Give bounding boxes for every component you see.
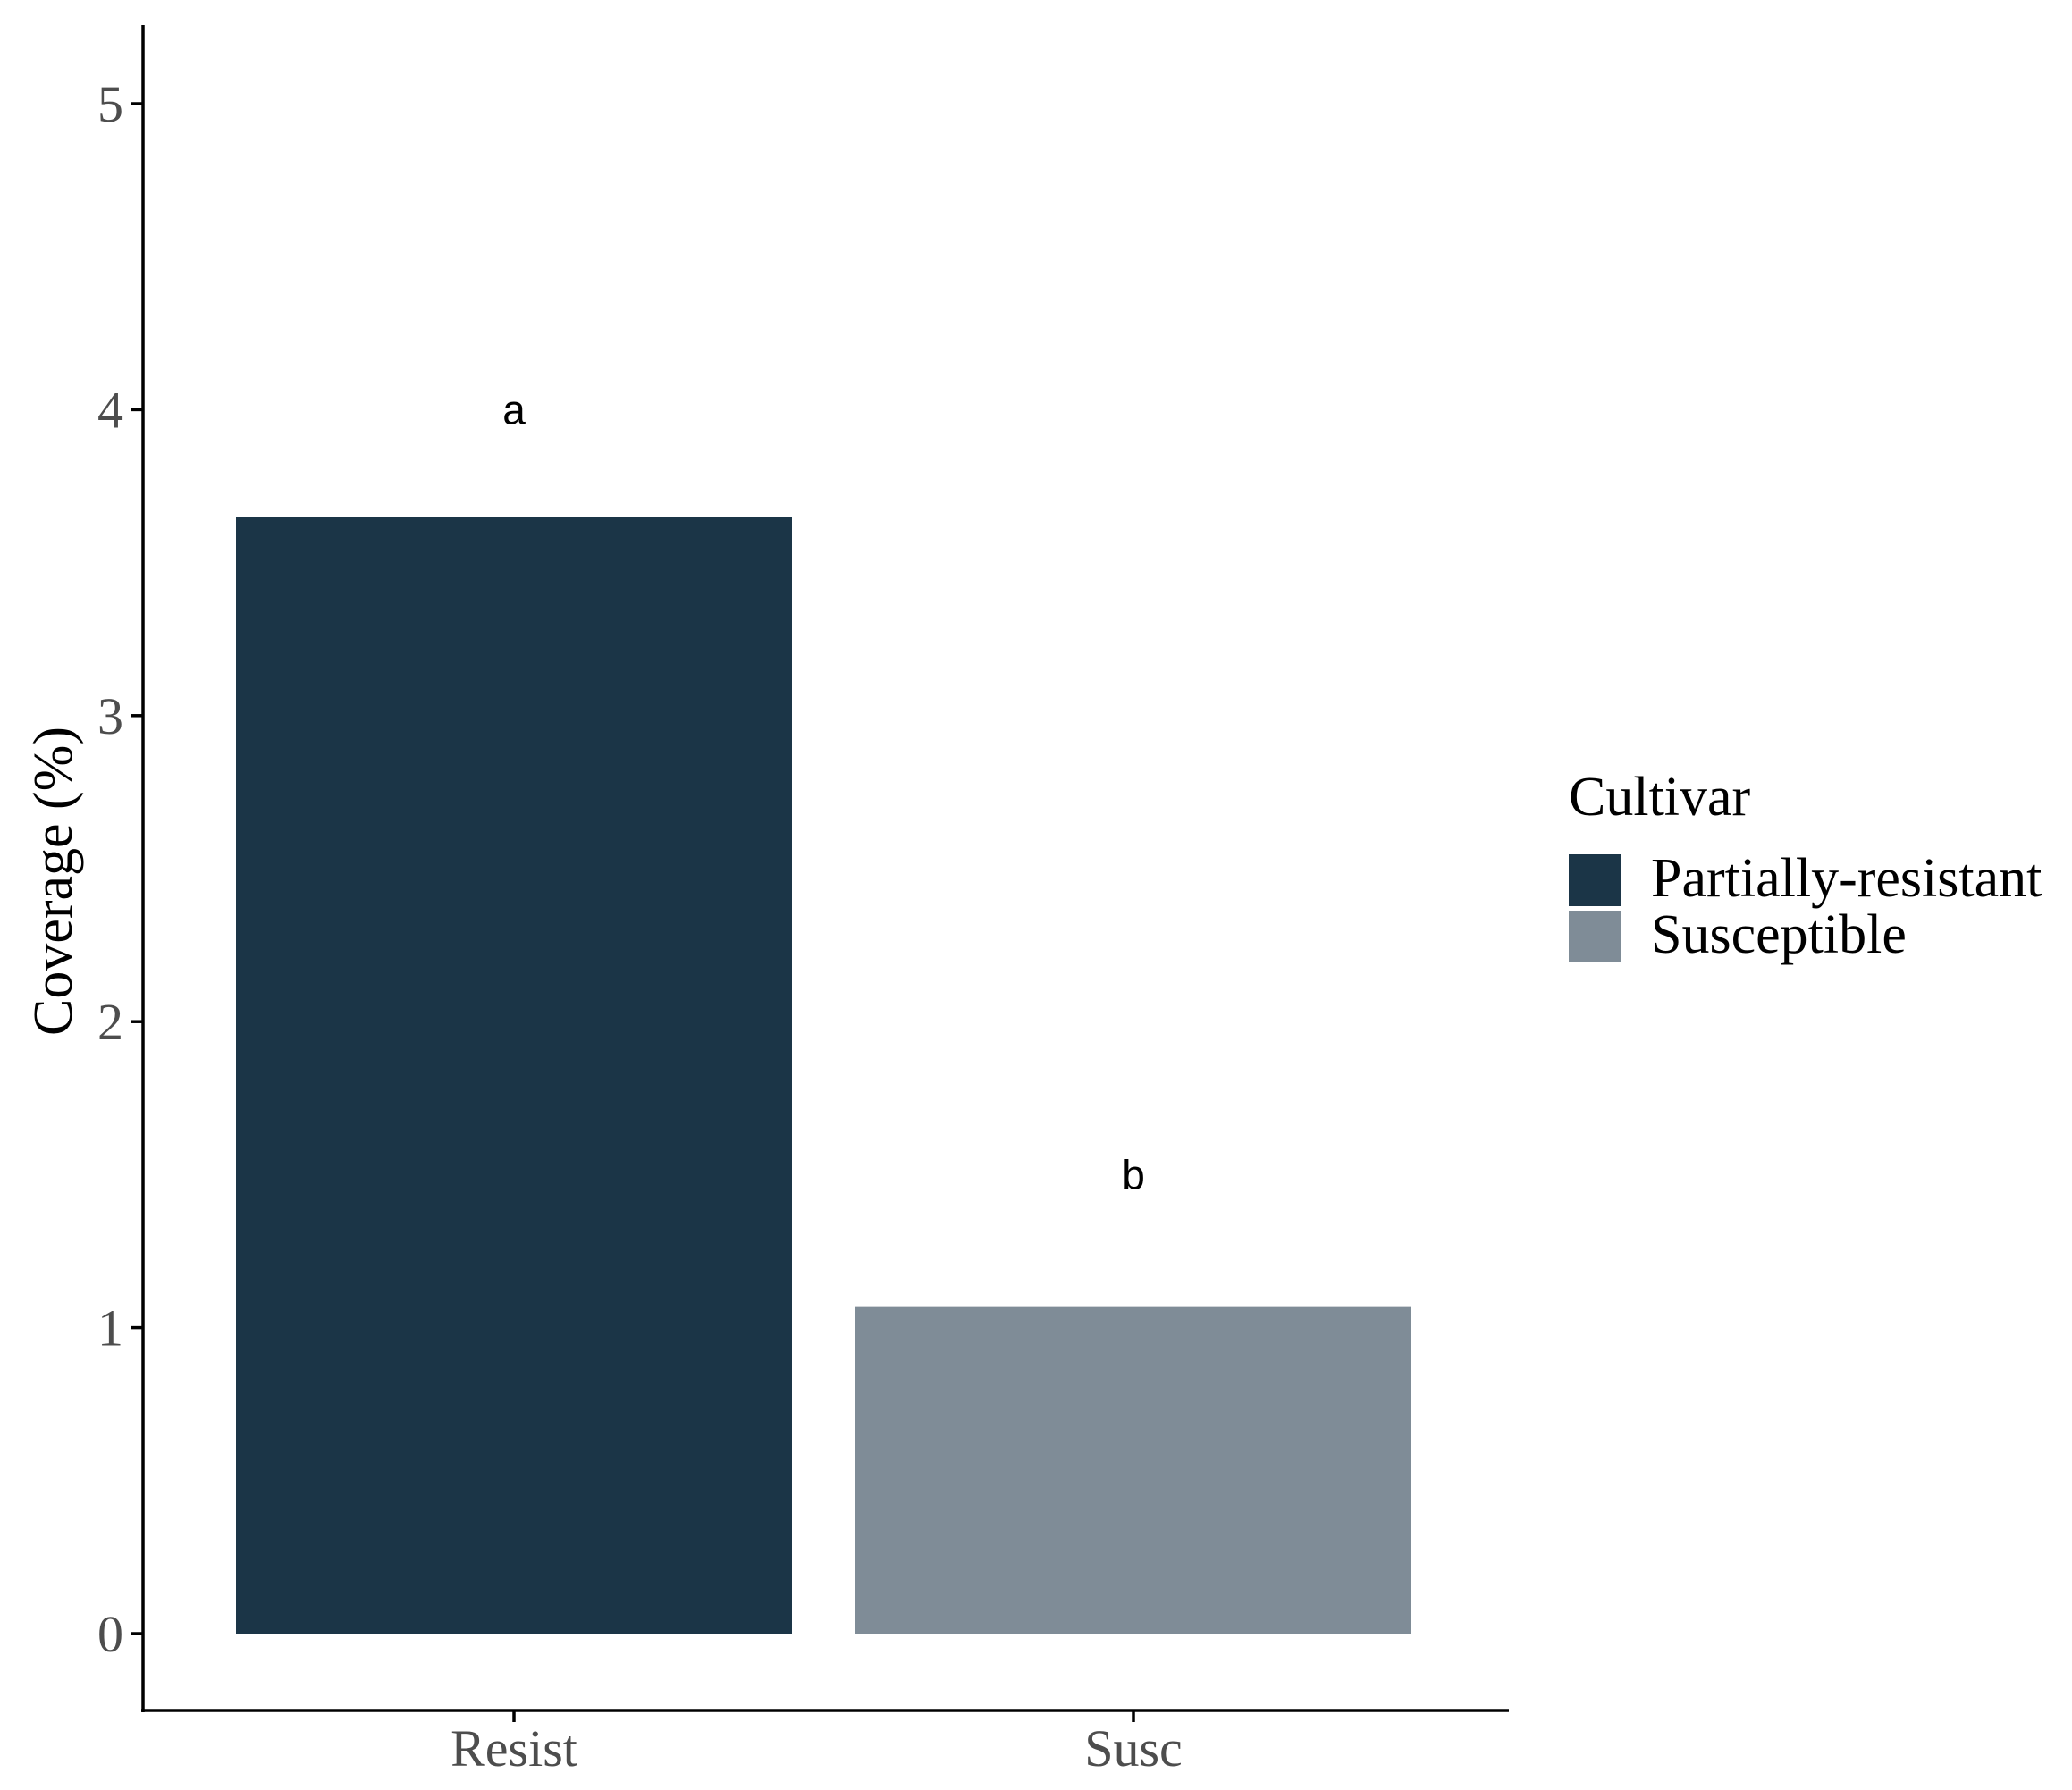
x-tick-label-susc: Susc — [1084, 1719, 1183, 1777]
y-tick-label: 2 — [97, 993, 123, 1051]
bar-susc — [855, 1307, 1411, 1634]
y-axis-title: Coverage (%) — [23, 727, 84, 1036]
y-tick-label: 1 — [97, 1299, 123, 1357]
x-tick-label-resist: Resist — [451, 1719, 577, 1777]
plot-area: ab — [236, 386, 1411, 1634]
bar-resist — [236, 517, 792, 1634]
significance-label-a: a — [502, 386, 526, 433]
y-tick-label: 3 — [97, 687, 123, 745]
legend-key-susceptible — [1569, 911, 1621, 962]
y-tick-label: 4 — [97, 381, 123, 439]
y-tick-label: 0 — [97, 1605, 123, 1663]
legend-title: Cultivar — [1569, 767, 1751, 828]
legend-label: Partially-resistant — [1651, 848, 2042, 909]
legend-key-partially-resistant — [1569, 854, 1621, 906]
significance-label-b: b — [1122, 1151, 1145, 1198]
y-tick-label: 5 — [97, 75, 123, 133]
legend-label: Susceptible — [1651, 904, 1907, 965]
